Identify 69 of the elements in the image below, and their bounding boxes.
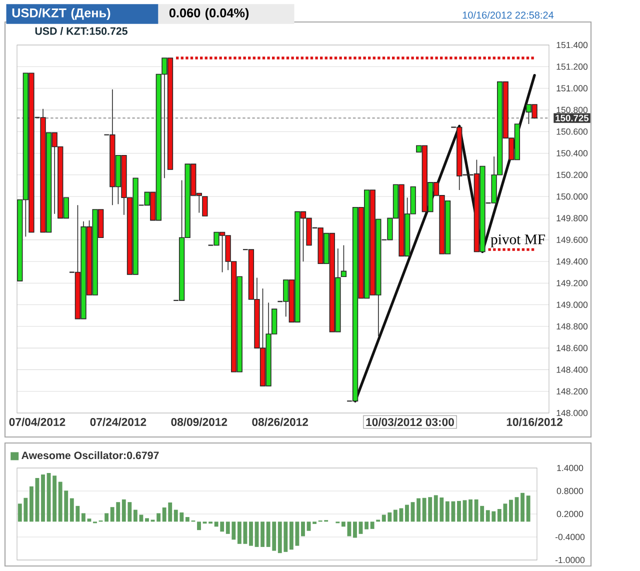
bar (520, 492, 525, 522)
bar (358, 522, 363, 534)
y-tick-label: 151.200 (556, 64, 588, 70)
y-tick-label: 148.800 (556, 323, 588, 330)
bar (185, 517, 190, 522)
y-tick-label: -0.4000 (555, 534, 585, 540)
y-tick-label: 148.000 (556, 410, 588, 416)
y-tick-label: 151.000 (556, 85, 588, 92)
text: 10/03/2012 03:00 (366, 418, 454, 426)
bar (29, 486, 34, 522)
text: USD / KZT:150.725 (35, 27, 128, 35)
bar (526, 496, 530, 522)
bar (457, 500, 461, 522)
bar (306, 522, 311, 531)
y-tick-label: 149.400 (556, 258, 588, 265)
y-tick-label: 150.200 (556, 172, 588, 178)
x-tick-label: 07/04/2012 (9, 418, 66, 426)
bar (416, 498, 421, 522)
bar (249, 522, 253, 546)
bar (254, 522, 259, 547)
chart-subtitle: 0.060 (0.04%) (169, 8, 249, 20)
bar (156, 513, 161, 522)
y-tick-label: 149.000 (556, 302, 588, 308)
chart-title: USD/KZT (День) (12, 8, 110, 20)
bar (145, 518, 149, 522)
y-tick-label: 149.800 (556, 215, 588, 222)
bar (364, 522, 369, 530)
y-tick-label: 149.600 (556, 236, 588, 243)
bar (237, 522, 242, 544)
bar (41, 474, 45, 522)
bar (260, 522, 265, 547)
y-tick-label: -1.0000 (555, 556, 585, 564)
y-tick-label: 149.200 (556, 280, 588, 286)
text: 10/16/2012 22:58:24 (462, 11, 554, 19)
bar (468, 499, 473, 522)
y-tick-label: 150.600 (556, 128, 588, 135)
ref-line-label: 150.725 (556, 114, 589, 122)
bar (353, 522, 357, 538)
bar (301, 522, 305, 536)
bar (197, 522, 201, 530)
candlestick (456, 126, 462, 190)
y-tick-label: 148.600 (556, 344, 588, 352)
series-label: pivot MF (490, 234, 546, 248)
bar (52, 476, 57, 522)
bar (295, 522, 300, 546)
x-tick-label: 07/24/2012 (90, 418, 146, 426)
bar (289, 522, 294, 550)
y-tick-label: 150.400 (556, 150, 588, 156)
x-tick-label: 10/16/2012 (506, 418, 562, 426)
bar (81, 513, 86, 522)
y-tick-label: 0.8000 (556, 488, 584, 494)
legend-label: Awesome Oscillator:0.6797 (22, 451, 159, 460)
x-tick-label: 08/26/2012 (252, 418, 308, 426)
bar (243, 522, 248, 544)
bar (104, 513, 109, 522)
y-tick-label: 150.000 (556, 193, 588, 200)
bar (509, 500, 513, 522)
y-tick-label: 150.800 (556, 106, 588, 114)
y-tick-label: 148.400 (556, 366, 588, 373)
candlestick (202, 196, 208, 216)
bar (370, 522, 374, 529)
y-tick-label: 151.400 (556, 42, 588, 48)
bar (405, 504, 409, 522)
x-tick-label: 08/09/2012 (171, 418, 228, 426)
candlestick (340, 244, 347, 278)
y-tick-label: 0.2000 (556, 510, 584, 518)
y-tick-label: 148.200 (556, 388, 588, 394)
bar (133, 510, 138, 522)
y-tick-label: 1.4000 (557, 464, 584, 472)
